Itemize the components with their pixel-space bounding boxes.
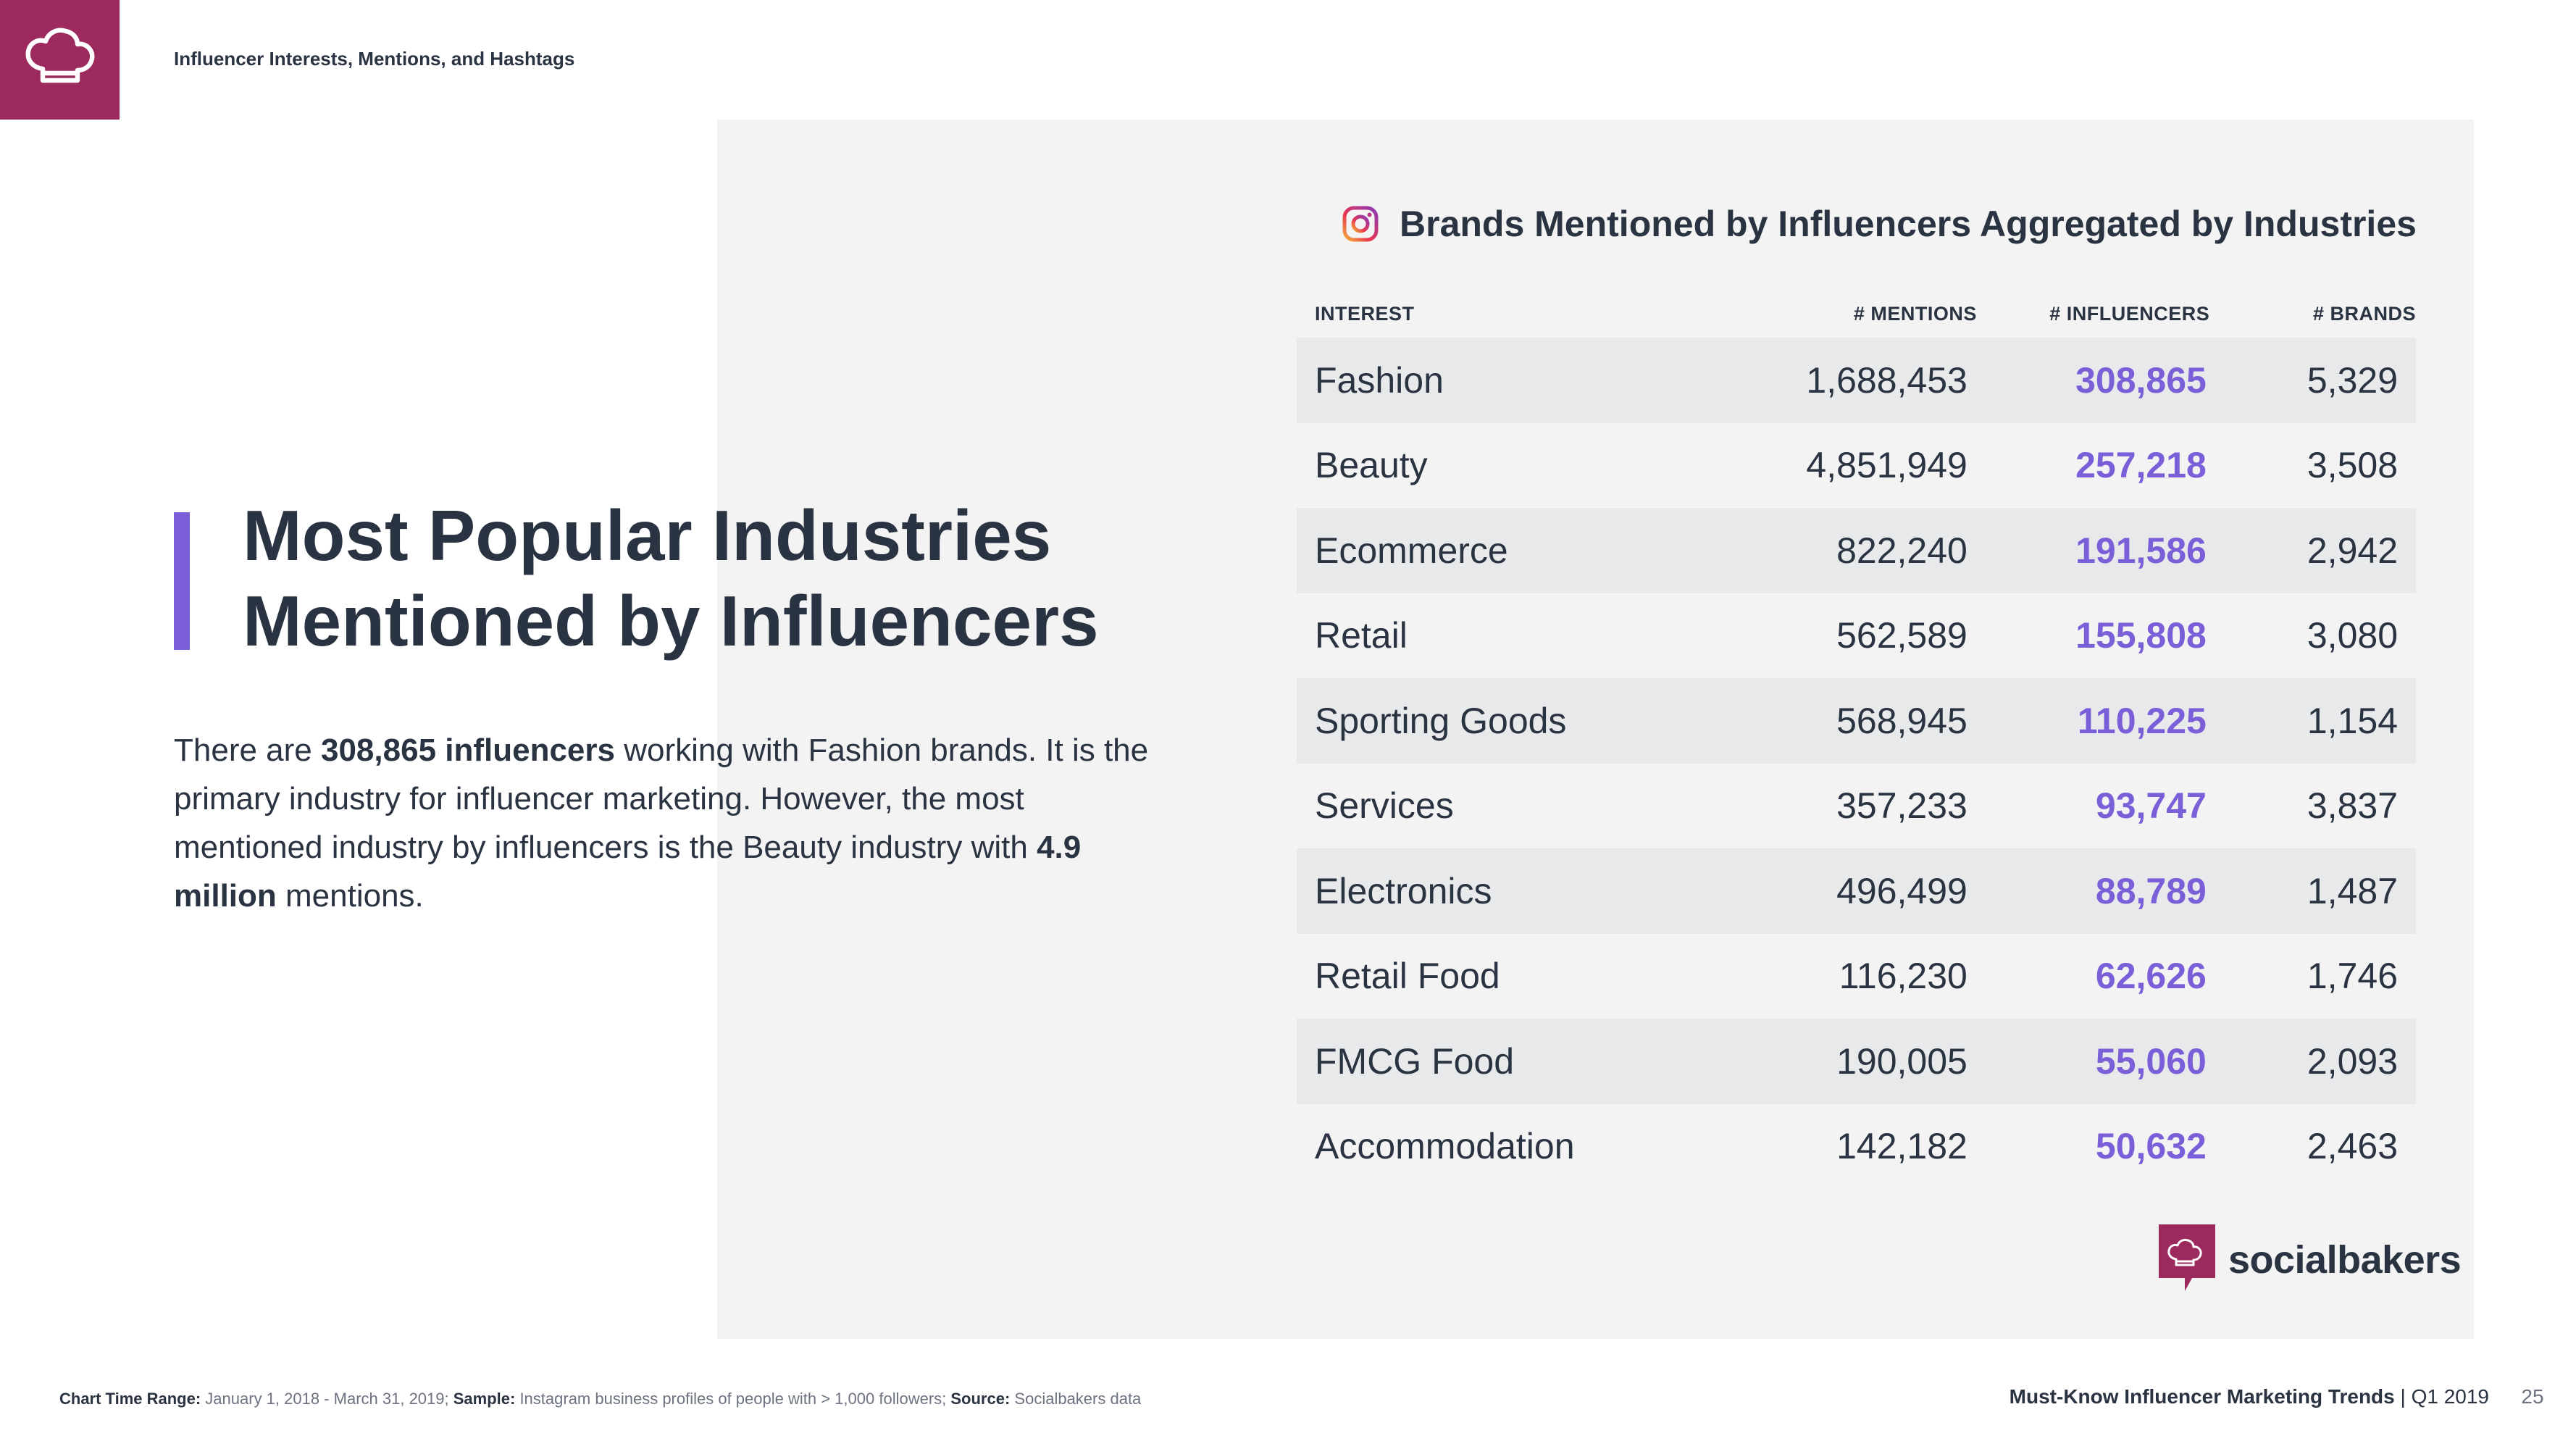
header-title: Influencer Interests, Mentions, and Hash… <box>174 48 575 70</box>
cell-mentions: 562,589 <box>1836 615 1967 656</box>
cell-mentions: 116,230 <box>1839 956 1967 997</box>
cell-influencers: 93,747 <box>2095 785 2207 827</box>
cell-interest: Fashion <box>1315 359 1444 401</box>
cell-mentions: 4,851,949 <box>1806 445 1967 486</box>
footer-source-note: Chart Time Range: January 1, 2018 - Marc… <box>59 1390 1141 1408</box>
cell-influencers: 155,808 <box>2075 615 2207 656</box>
column-header-interest: INTEREST <box>1315 302 1415 325</box>
chef-hat-icon <box>2159 1224 2215 1291</box>
industries-table: INTEREST # MENTIONS # INFLUENCERS # BRAN… <box>1297 290 2416 1189</box>
description-highlight: 4.9 million <box>174 830 1082 914</box>
description-paragraph: There are 308,865 influencers working wi… <box>174 726 1174 920</box>
cell-interest: Accommodation <box>1315 1126 1575 1167</box>
table-row: Sporting Goods 568,945 110,225 1,154 <box>1297 678 2416 764</box>
cell-influencers: 62,626 <box>2095 956 2207 997</box>
cell-brands: 3,508 <box>2307 445 2398 486</box>
description-text: working with Fashion brands. It is the p… <box>174 732 1149 865</box>
table-title: Brands Mentioned by Influencers Aggregat… <box>1342 203 2417 245</box>
table-row: Fashion 1,688,453 308,865 5,329 <box>1297 338 2416 423</box>
cell-mentions: 1,688,453 <box>1806 359 1967 401</box>
footer-report-info: Must-Know Influencer Marketing Trends | … <box>1852 1385 2576 1408</box>
description-highlight: 308,865 influencers <box>320 732 615 768</box>
cell-influencers: 308,865 <box>2075 359 2207 401</box>
heading-line-2: Mentioned by Influencers <box>243 581 1099 661</box>
cell-mentions: 496,499 <box>1836 870 1967 911</box>
footer-value: Instagram business profiles of people wi… <box>515 1390 951 1408</box>
cell-brands: 3,837 <box>2307 785 2398 827</box>
footer-label: Chart Time Range: <box>59 1390 201 1408</box>
heading-accent-bar <box>174 512 190 650</box>
corner-logo <box>0 0 120 120</box>
table-row: Electronics 496,499 88,789 1,487 <box>1297 848 2416 934</box>
brand-name: socialbakers <box>2228 1238 2462 1282</box>
cell-interest: Sporting Goods <box>1315 700 1567 741</box>
heading-line-1: Most Popular Industries <box>243 496 1052 575</box>
table-title-text: Brands Mentioned by Influencers Aggregat… <box>1400 204 2417 244</box>
table-row: Retail Food 116,230 62,626 1,746 <box>1297 934 2416 1019</box>
cell-influencers: 110,225 <box>2077 700 2207 741</box>
table-row: Beauty 4,851,949 257,218 3,508 <box>1297 423 2416 509</box>
cell-brands: 2,942 <box>2307 530 2398 571</box>
cell-mentions: 142,182 <box>1836 1126 1967 1167</box>
cell-brands: 3,080 <box>2307 615 2398 656</box>
description-text: There are <box>174 732 321 768</box>
cell-mentions: 822,240 <box>1836 530 1967 571</box>
report-title: Must-Know Influencer Marketing Trends <box>2009 1385 2395 1408</box>
cell-interest: Ecommerce <box>1315 530 1508 571</box>
column-header-brands: # BRANDS <box>2312 302 2417 325</box>
cell-interest: Retail Food <box>1315 956 1500 997</box>
cell-interest: Electronics <box>1315 870 1492 911</box>
cell-influencers: 50,632 <box>2095 1126 2207 1167</box>
page-heading: Most Popular Industries Mentioned by Inf… <box>243 493 1112 664</box>
cell-brands: 5,329 <box>2307 359 2398 401</box>
table-header: INTEREST # MENTIONS # INFLUENCERS # BRAN… <box>1297 290 2416 338</box>
chef-hat-icon <box>25 28 94 83</box>
cell-interest: Services <box>1315 785 1454 827</box>
cell-mentions: 190,005 <box>1836 1040 1967 1082</box>
table-row: Accommodation 142,182 50,632 2,463 <box>1297 1104 2416 1190</box>
description-text: mentions. <box>276 878 424 914</box>
cell-mentions: 357,233 <box>1836 785 1967 827</box>
socialbakers-logo: socialbakers <box>2159 1224 2462 1295</box>
footer-label: Source: <box>950 1390 1011 1408</box>
report-period: | Q1 2019 <box>2394 1385 2490 1408</box>
footer-value: January 1, 2018 - March 31, 2019; <box>201 1390 453 1408</box>
table-row: Ecommerce 822,240 191,586 2,942 <box>1297 508 2416 593</box>
cell-mentions: 568,945 <box>1836 700 1967 741</box>
cell-interest: Beauty <box>1315 445 1428 486</box>
cell-brands: 2,093 <box>2307 1040 2398 1082</box>
cell-influencers: 191,586 <box>2075 530 2207 571</box>
cell-brands: 1,746 <box>2307 956 2398 997</box>
page-number: 25 <box>2521 1385 2544 1408</box>
cell-influencers: 88,789 <box>2095 870 2207 911</box>
cell-influencers: 55,060 <box>2095 1040 2207 1082</box>
cell-interest: FMCG Food <box>1315 1040 1515 1082</box>
instagram-icon <box>1342 206 1379 242</box>
column-header-mentions: # MENTIONS <box>1853 302 1977 325</box>
cell-influencers: 257,218 <box>2075 445 2207 486</box>
cell-brands: 2,463 <box>2307 1126 2398 1167</box>
cell-brands: 1,154 <box>2307 700 2398 741</box>
table-row: Retail 562,589 155,808 3,080 <box>1297 593 2416 679</box>
column-header-influencers: # INFLUENCERS <box>2049 302 2210 325</box>
cell-brands: 1,487 <box>2307 870 2398 911</box>
cell-interest: Retail <box>1315 615 1408 656</box>
table-row: Services 357,233 93,747 3,837 <box>1297 764 2416 849</box>
footer-label: Sample: <box>453 1390 516 1408</box>
table-row: FMCG Food 190,005 55,060 2,093 <box>1297 1019 2416 1104</box>
footer-value: Socialbakers data <box>1010 1390 1142 1408</box>
